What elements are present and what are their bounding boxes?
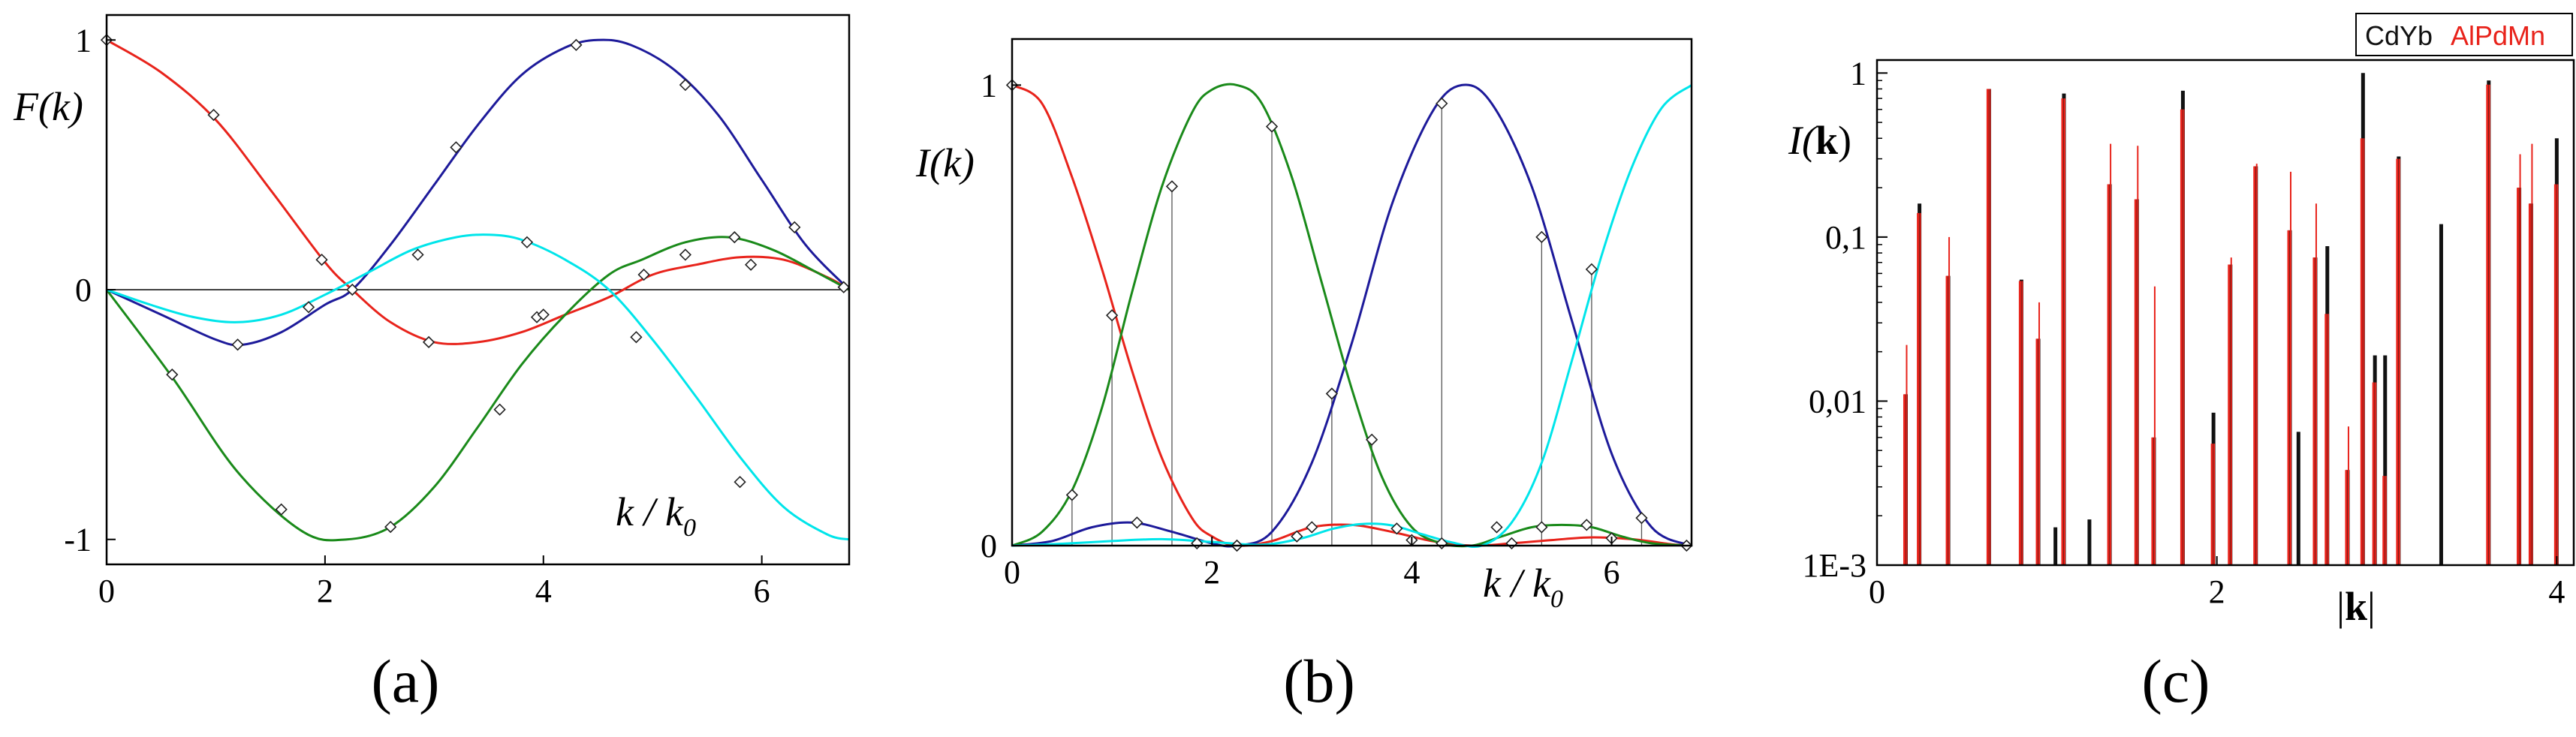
x-tick-label: 2	[1204, 554, 1220, 591]
y-tick-label: 0,01	[1809, 383, 1866, 420]
panel-c-plot-frame	[1876, 59, 2575, 567]
data-point	[346, 283, 359, 296]
y-tick-label: 0	[75, 272, 92, 308]
data-point	[1390, 522, 1403, 535]
panel-c-label: (c)	[2141, 647, 2210, 715]
data-point	[493, 403, 506, 416]
panel-c: 0 2 4 1 0,1 0,01 1E-3 I(k) |k| CdYb AlPdMn (c)	[1788, 13, 2575, 715]
data-point	[1585, 263, 1598, 275]
panel-c-ylabel: I(k)	[1788, 118, 1851, 163]
series-line-1	[106, 38, 851, 347]
y-tick-label: 1	[981, 67, 997, 104]
panel-b-label: (b)	[1283, 647, 1355, 715]
x-tick-label: 6	[1604, 554, 1620, 591]
panel-b: 0 2 4 6 1 0 I(k) k / k0 (b)	[915, 38, 1693, 715]
legend-entry-cdyb: CdYb	[2365, 20, 2433, 51]
data-point	[231, 338, 244, 351]
series-line-0	[106, 39, 850, 345]
data-point	[734, 476, 746, 489]
data-point	[1325, 387, 1339, 400]
panel-c-ticks: 0 2 4 1 0,1 0,01 1E-3	[1802, 55, 2565, 610]
x-tick-label: 4	[1403, 554, 1420, 591]
data-point	[411, 248, 424, 261]
panel-a: 0 2 4 610-1 F(k) k / k0 (a)	[13, 14, 851, 715]
x-tick-label: 0	[98, 573, 115, 609]
y-tick-label: 1	[75, 22, 92, 59]
x-tick-label: 2	[317, 573, 333, 609]
data-point	[1065, 489, 1078, 501]
series-line-1	[1011, 83, 1692, 548]
data-point	[207, 108, 220, 122]
data-point	[1635, 512, 1648, 525]
data-point	[166, 368, 179, 381]
panel-b-ylabel: I(k)	[915, 140, 975, 185]
data-point	[1265, 120, 1279, 133]
data-point	[679, 248, 691, 261]
x-tick-label: 0	[1869, 573, 1885, 610]
data-point	[630, 331, 643, 344]
y-tick-label: 0,1	[1825, 219, 1866, 256]
panel-c-bars-alpdmn	[1903, 84, 2559, 565]
series-line-2	[1011, 83, 1692, 548]
data-point	[315, 253, 328, 266]
x-tick-label: 0	[1004, 554, 1020, 591]
panel-b-ticks: 0 2 4 6 1 0	[981, 67, 1620, 591]
y-tick-label: 0	[981, 528, 997, 564]
data-point	[788, 221, 801, 233]
data-point	[728, 230, 741, 244]
x-tick-label: 6	[754, 573, 770, 609]
panel-b-curves	[1011, 83, 1692, 549]
series-line-3	[1011, 84, 1692, 549]
data-point	[1535, 521, 1548, 534]
panel-b-drop-lines	[1071, 103, 1643, 546]
data-point	[837, 281, 850, 293]
data-point	[1535, 230, 1548, 243]
data-point	[744, 258, 758, 271]
panel-b-plot-frame	[1011, 38, 1693, 547]
y-tick-label: 1	[1850, 55, 1866, 92]
data-point	[570, 38, 583, 52]
data-point	[1131, 516, 1143, 529]
panel-a-label: (a)	[371, 647, 439, 715]
data-point	[1436, 97, 1448, 110]
data-point	[302, 301, 315, 314]
data-point	[679, 79, 691, 92]
legend-box	[2355, 13, 2573, 56]
data-point	[1105, 309, 1119, 322]
data-point	[1490, 521, 1503, 534]
x-tick-label: 2	[2209, 573, 2225, 610]
y-tick-label: -1	[64, 522, 92, 558]
data-point	[275, 503, 288, 516]
series-line-0	[1011, 84, 1692, 547]
panel-a-xlabel: k / k0	[616, 489, 696, 542]
data-point	[1306, 521, 1318, 534]
data-point	[384, 520, 397, 534]
series-line-3	[106, 233, 850, 541]
panel-b-xlabel: k / k0	[1483, 561, 1563, 613]
x-tick-label: 4	[2548, 573, 2565, 610]
legend-entry-alpdmn: AlPdMn	[2451, 20, 2545, 51]
y-tick-label: 1E-3	[1802, 547, 1866, 584]
data-point	[537, 308, 550, 321]
data-point	[637, 268, 650, 281]
x-tick-label: 4	[535, 573, 552, 609]
data-point	[520, 236, 534, 248]
data-point	[1291, 530, 1303, 543]
data-point	[1165, 180, 1179, 193]
data-point	[1365, 433, 1378, 446]
data-point	[422, 335, 435, 349]
data-point	[450, 141, 462, 154]
panel-a-ticks: 0 2 4 610-1	[64, 22, 770, 609]
panel-a-ylabel: F(k)	[13, 84, 83, 129]
panel-c-xlabel: |k|	[2336, 584, 2376, 629]
data-point	[1580, 519, 1593, 531]
legend: CdYb AlPdMn	[2355, 13, 2573, 56]
